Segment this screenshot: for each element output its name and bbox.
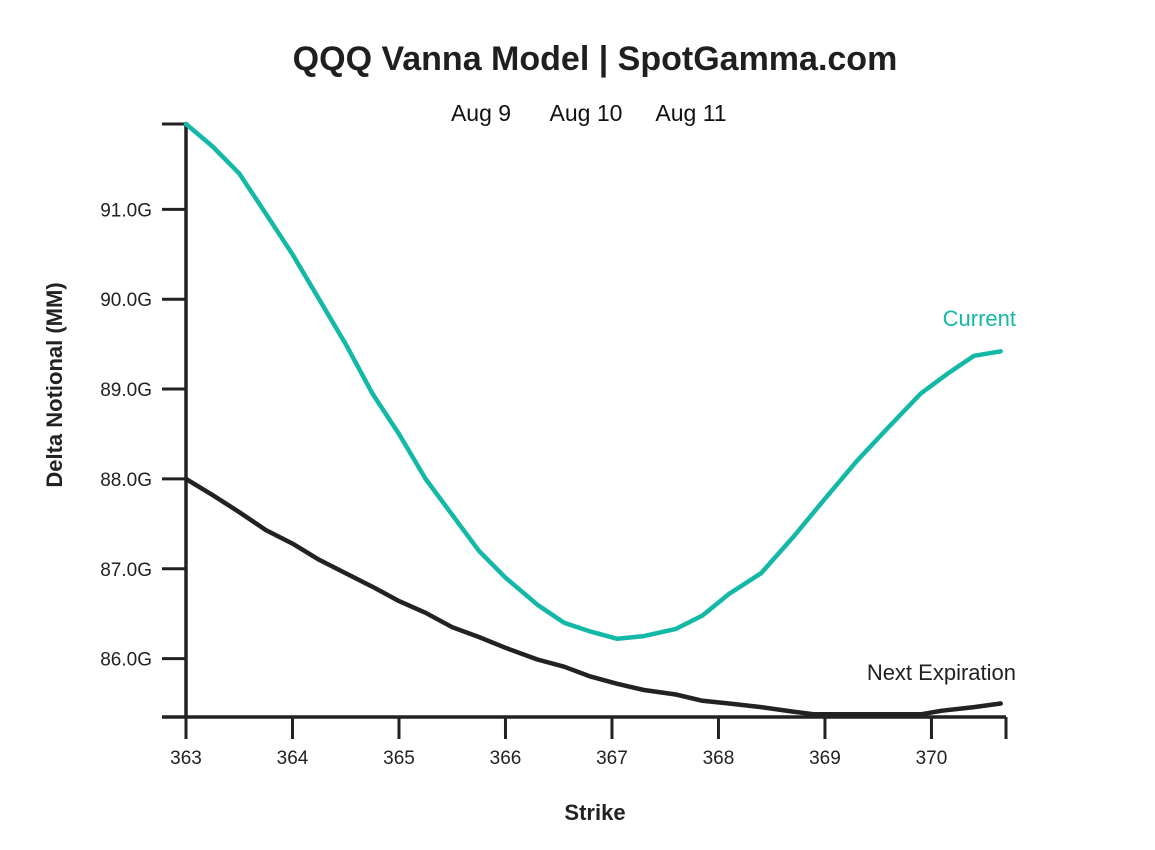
x-tick-label: 368 <box>703 748 735 769</box>
series-lines <box>183 121 1003 717</box>
x-tick-label: 365 <box>383 748 415 769</box>
y-tick-label: 88.0G <box>100 470 152 491</box>
series-label-next-expiration: Next Expiration <box>867 660 1016 685</box>
x-tick-label: 363 <box>170 748 202 769</box>
tick-labels: 363 364 365 366 367 368 369 370 86.0G 87.0G 88.0G 8… <box>100 200 947 769</box>
y-axis-title: Delta Notional (MM) <box>42 282 67 487</box>
date-label: Aug 9 <box>451 100 511 126</box>
axes <box>162 122 1008 739</box>
chart-title: QQQ Vanna Model | SpotGamma.com <box>293 40 898 78</box>
y-tick-label: 89.0G <box>100 380 152 401</box>
date-subtitles: Aug 9 Aug 10 Aug 11 <box>451 100 727 126</box>
x-tick-label: 364 <box>277 748 309 769</box>
x-tick-label: 369 <box>809 748 841 769</box>
x-axis-title: Strike <box>564 800 625 825</box>
series-line-next-expiration <box>183 476 1003 717</box>
series-line-current <box>183 121 1003 642</box>
y-tick-label: 87.0G <box>100 560 152 581</box>
series-label-current: Current <box>943 306 1016 331</box>
date-label: Aug 10 <box>550 100 623 126</box>
series-labels: Current Next Expiration <box>867 306 1016 685</box>
y-tick-label: 90.0G <box>100 290 152 311</box>
x-tick-label: 366 <box>490 748 522 769</box>
x-tick-label: 367 <box>596 748 628 769</box>
y-tick-label: 91.0G <box>100 200 152 221</box>
y-tick-label: 86.0G <box>100 650 152 671</box>
x-tick-label: 370 <box>916 748 948 769</box>
date-label: Aug 11 <box>655 100 726 126</box>
